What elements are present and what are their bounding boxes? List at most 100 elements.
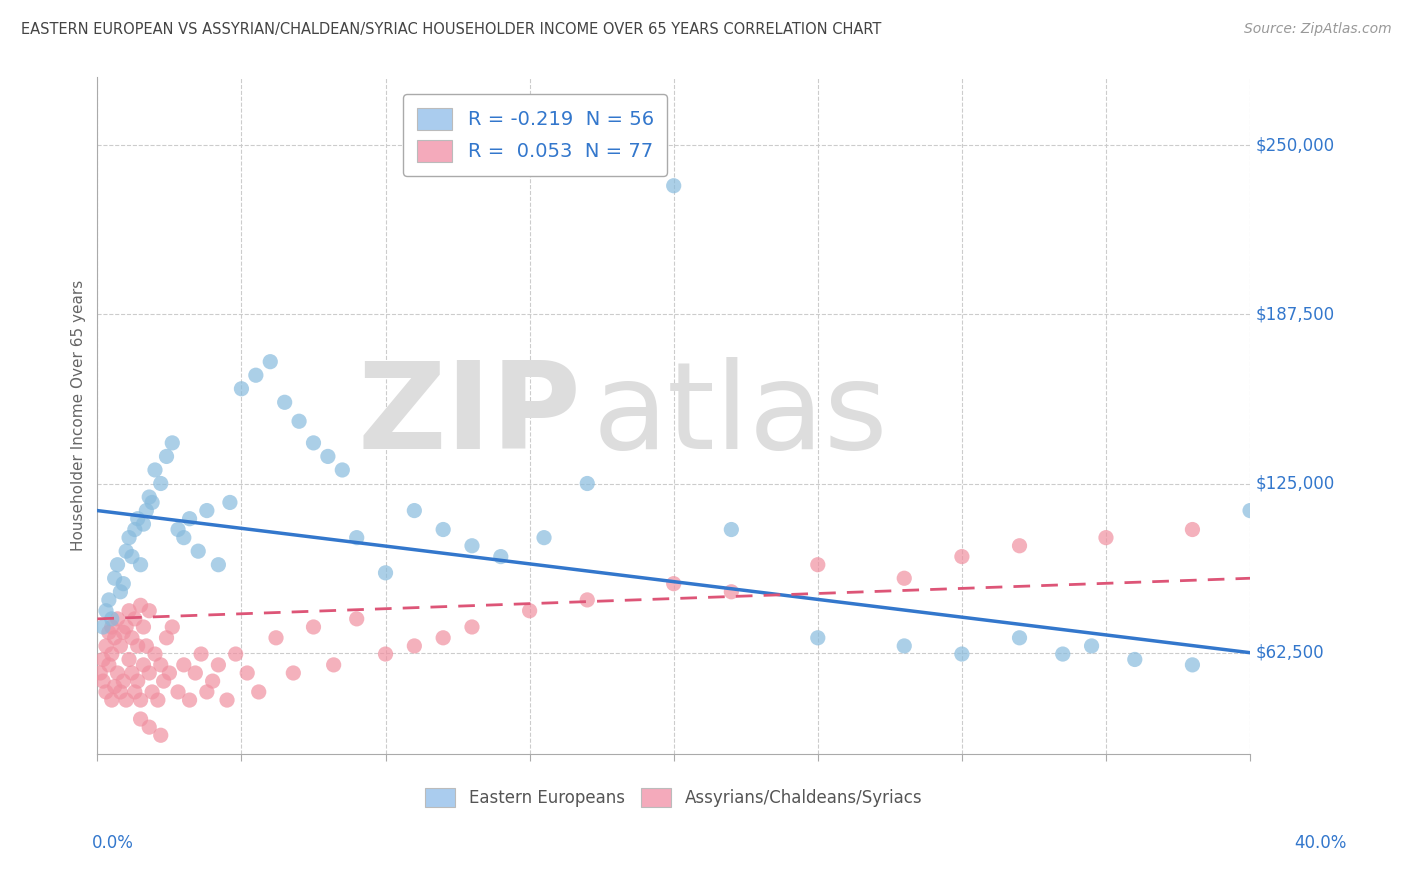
Point [141, 495, 163, 509]
Point [135, 639, 157, 653]
Legend: Eastern Europeans, Assyrians/Chaldeans/Syriacs: Eastern Europeans, Assyrians/Chaldeans/S… [419, 781, 929, 814]
Point [100, 612, 122, 626]
Point [94, 685, 117, 699]
Point [330, 463, 353, 477]
Point [141, 685, 163, 699]
Point [225, 647, 247, 661]
Point [893, 571, 915, 585]
Point [100, 693, 122, 707]
Point [94, 604, 117, 618]
Point [219, 495, 242, 509]
Point [143, 647, 166, 661]
Point [155, 631, 177, 645]
Point [950, 549, 973, 564]
Point [215, 693, 238, 707]
Point [121, 549, 143, 564]
Point [135, 503, 157, 517]
Point [950, 647, 973, 661]
Text: $250,000: $250,000 [1256, 136, 1334, 154]
Point [127, 511, 149, 525]
Point [346, 531, 368, 545]
Point [121, 665, 143, 680]
Point [1181, 523, 1204, 537]
Point [1181, 657, 1204, 672]
Point [124, 523, 146, 537]
Point [107, 612, 129, 626]
Point [112, 674, 135, 689]
Point [132, 620, 155, 634]
Text: atlas: atlas [593, 358, 889, 475]
Point [322, 657, 344, 672]
Point [127, 639, 149, 653]
Point [115, 693, 138, 707]
Point [662, 576, 685, 591]
Point [121, 631, 143, 645]
Text: $62,500: $62,500 [1256, 644, 1324, 662]
Point [201, 674, 224, 689]
Point [94, 639, 117, 653]
Point [576, 593, 599, 607]
Point [519, 604, 541, 618]
Point [1123, 652, 1146, 666]
Point [167, 523, 190, 537]
Point [489, 549, 512, 564]
Point [129, 712, 152, 726]
Point [207, 558, 229, 572]
Point [89, 665, 111, 680]
Point [346, 612, 368, 626]
Point [179, 693, 201, 707]
Point [127, 674, 149, 689]
Point [162, 436, 184, 450]
Y-axis label: Householder Income Over 65 years: Householder Income Over 65 years [72, 280, 86, 551]
Point [149, 476, 172, 491]
Point [273, 395, 295, 409]
Point [155, 450, 177, 464]
Point [118, 531, 141, 545]
Point [107, 665, 129, 680]
Point [138, 490, 160, 504]
Point [115, 544, 138, 558]
Point [118, 652, 141, 666]
Point [104, 631, 127, 645]
Point [576, 476, 599, 491]
Point [91, 652, 114, 666]
Point [149, 728, 172, 742]
Point [245, 368, 267, 383]
Point [461, 539, 484, 553]
Point [104, 571, 127, 585]
Point [112, 625, 135, 640]
Text: ZIP: ZIP [357, 358, 582, 475]
Point [432, 523, 454, 537]
Text: 0.0%: 0.0% [91, 834, 134, 852]
Point [100, 620, 122, 634]
Point [97, 625, 120, 640]
Point [432, 631, 454, 645]
Point [404, 503, 426, 517]
Point [302, 436, 325, 450]
Point [149, 657, 172, 672]
Point [138, 604, 160, 618]
Point [264, 631, 287, 645]
Point [184, 665, 207, 680]
Point [91, 674, 114, 689]
Point [173, 657, 195, 672]
Point [374, 566, 396, 580]
Text: 40.0%: 40.0% [1295, 834, 1347, 852]
Point [288, 414, 311, 428]
Point [167, 685, 190, 699]
Point [893, 639, 915, 653]
Point [132, 657, 155, 672]
Point [97, 593, 120, 607]
Text: Source: ZipAtlas.com: Source: ZipAtlas.com [1244, 22, 1392, 37]
Point [152, 674, 174, 689]
Point [662, 178, 685, 193]
Point [316, 450, 339, 464]
Point [124, 612, 146, 626]
Point [404, 639, 426, 653]
Point [129, 599, 152, 613]
Point [195, 503, 218, 517]
Point [179, 511, 201, 525]
Point [807, 558, 830, 572]
Point [207, 657, 229, 672]
Point [107, 558, 129, 572]
